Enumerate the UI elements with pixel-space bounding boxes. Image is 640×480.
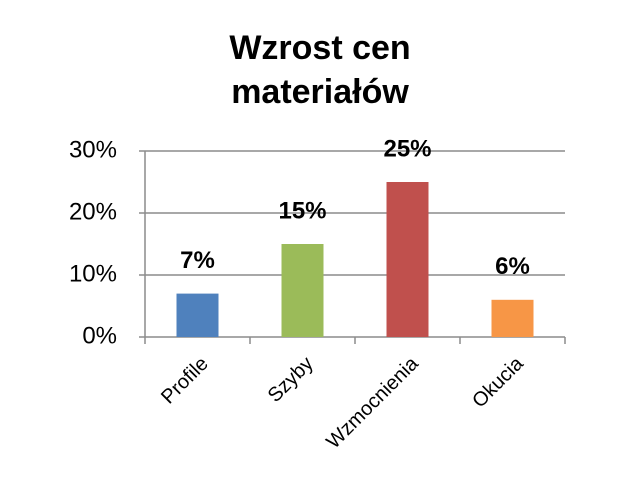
value-label: 25%: [383, 135, 431, 162]
bar: [281, 244, 324, 337]
y-tick-label: 30%: [69, 136, 117, 163]
bar: [491, 299, 534, 337]
y-tick-label: 20%: [69, 198, 117, 225]
value-label: 7%: [180, 247, 215, 274]
bar: [386, 182, 429, 337]
x-tick-label: Wzmocnienia: [322, 352, 423, 453]
x-tick-label: Profile: [157, 353, 213, 409]
y-tick-label: 0%: [82, 322, 117, 349]
value-label: 6%: [495, 253, 530, 280]
chart-title: Wzrost cen materiałów: [229, 29, 411, 111]
value-label: 15%: [278, 197, 326, 224]
x-tick-label: Szyby: [264, 353, 318, 407]
x-tick-label: Okucia: [468, 352, 528, 412]
bar: [176, 293, 219, 337]
y-tick-label: 10%: [69, 260, 117, 287]
